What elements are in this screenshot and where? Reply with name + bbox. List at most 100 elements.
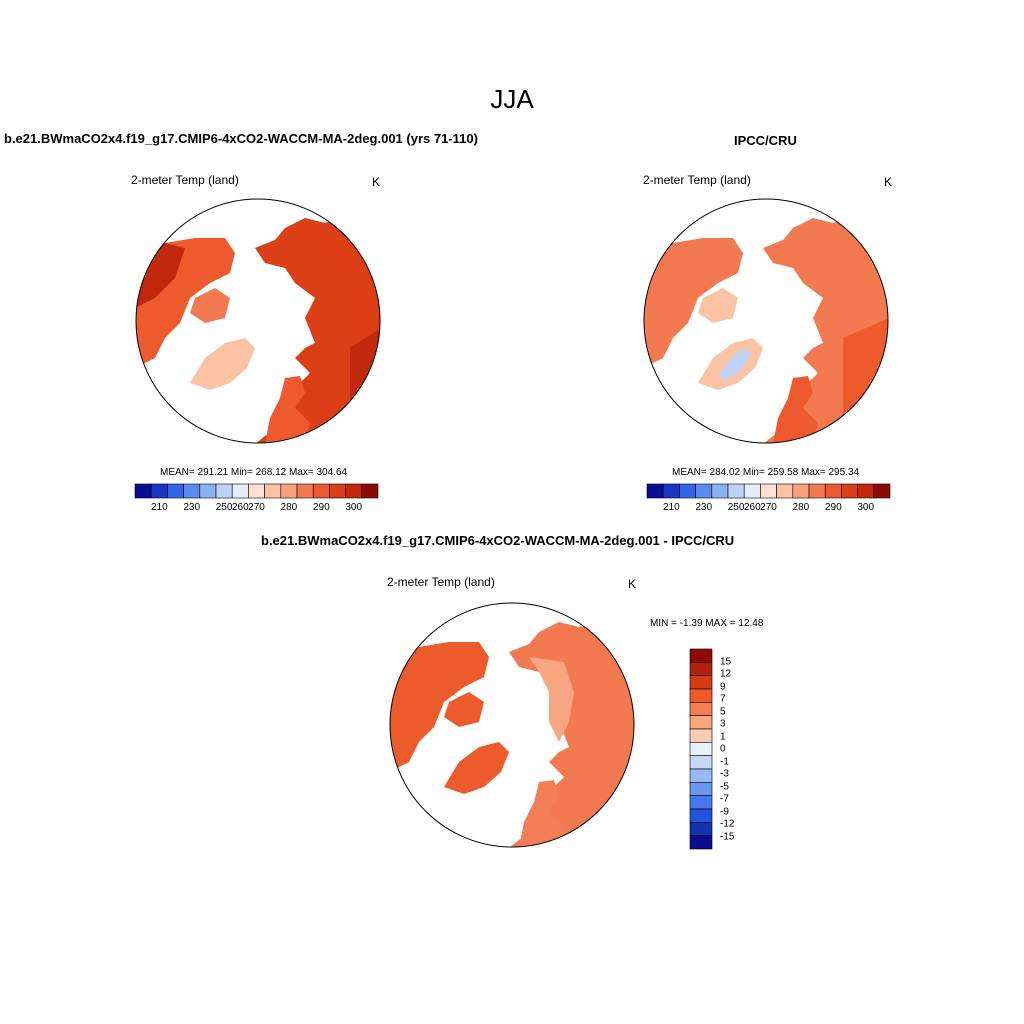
colorbar-swatch <box>264 483 282 499</box>
colorbar-swatch <box>689 742 713 756</box>
diff-units-label: K <box>628 577 637 591</box>
colorbar-swatch <box>689 795 713 810</box>
colorbar-swatch <box>689 768 713 783</box>
colorbar-tick-label: 280 <box>792 502 810 513</box>
colorbar-swatch <box>689 675 713 690</box>
colorbar-swatch <box>662 483 680 499</box>
colorbar-tick-label: -12 <box>720 818 735 830</box>
colorbar-swatch <box>361 483 379 499</box>
colorbar-tick-label: 300 <box>857 502 875 513</box>
model-colorbar-labels: 210 230 250 260 270 280 290 300 <box>135 502 378 516</box>
colorbar-swatch <box>280 483 298 499</box>
colorbar-tick-label: 300 <box>345 502 363 513</box>
colorbar-tick-label: 9 <box>720 681 726 692</box>
colorbar-swatch <box>215 483 233 499</box>
colorbar-tick-label: 7 <box>720 693 726 705</box>
colorbar-swatch <box>689 755 713 770</box>
colorbar-swatch <box>824 483 842 499</box>
colorbar-swatch <box>841 483 858 499</box>
diff-polar-map <box>389 602 635 848</box>
colorbar-swatch <box>345 483 363 499</box>
model-stats: MEAN= 291.21 Min= 268.12 Max= 304.64 <box>160 467 348 478</box>
colorbar-swatch <box>679 483 696 499</box>
diff-variable-label: 2-meter Temp (land) <box>387 575 495 589</box>
colorbar-swatch <box>689 702 713 716</box>
colorbar-tick-label: 12 <box>720 668 732 680</box>
model-colorbar <box>134 483 379 499</box>
obs-land-archipelago <box>698 288 738 323</box>
diff-land-europe <box>519 780 564 847</box>
colorbar-swatch <box>231 483 249 499</box>
colorbar-tick-label: -7 <box>720 793 729 805</box>
diff-colorbar <box>689 648 713 850</box>
colorbar-tick-label: 210 <box>662 502 680 513</box>
model-units-label: K <box>372 175 381 189</box>
obs-land-greenland-interior <box>718 348 751 380</box>
model-polar-map <box>135 198 381 444</box>
obs-colorbar <box>646 483 891 499</box>
colorbar-tick-label: 230 <box>695 502 713 513</box>
colorbar-tick-label: 270 <box>760 502 777 513</box>
colorbar-swatch <box>689 648 713 663</box>
colorbar-swatch <box>857 483 875 499</box>
colorbar-tick-label: 270 <box>248 502 265 513</box>
colorbar-swatch <box>760 483 777 499</box>
colorbar-tick-label: 15 <box>720 656 732 667</box>
colorbar-tick-label: 5 <box>720 706 726 717</box>
obs-colorbar-labels: 210 230 250 260 270 280 290 300 <box>647 502 890 516</box>
colorbar-tick-label: 260 <box>231 502 249 513</box>
diff-stats: MIN = -1.39 MAX = 12.48 <box>650 618 764 629</box>
colorbar-swatch <box>689 715 713 730</box>
colorbar-swatch <box>329 483 346 499</box>
colorbar-swatch <box>134 483 152 499</box>
colorbar-swatch <box>167 483 184 499</box>
colorbar-swatch <box>873 483 891 499</box>
colorbar-swatch <box>646 483 664 499</box>
colorbar-tick-label: 3 <box>720 718 726 730</box>
colorbar-swatch <box>689 662 713 676</box>
diff-colorbar-labels: 15 12 9 7 5 3 1 0 -1 -3 -5 -7 -9 -12 -15 <box>720 649 760 849</box>
colorbar-swatch <box>689 808 713 823</box>
colorbar-swatch <box>808 483 826 499</box>
colorbar-swatch <box>183 483 201 499</box>
diff-land-asia <box>509 622 634 847</box>
colorbar-tick-label: -5 <box>720 781 729 792</box>
colorbar-tick-label: -1 <box>720 756 729 767</box>
colorbar-tick-label: 210 <box>150 502 168 513</box>
colorbar-swatch <box>689 822 713 836</box>
colorbar-swatch <box>792 483 810 499</box>
colorbar-swatch <box>689 688 713 703</box>
colorbar-swatch <box>296 483 314 499</box>
colorbar-swatch <box>248 483 265 499</box>
diff-land-greenland <box>444 742 509 794</box>
colorbar-swatch <box>727 483 745 499</box>
colorbar-tick-label: 1 <box>720 731 726 742</box>
obs-land-europe <box>773 376 818 443</box>
colorbar-swatch <box>689 835 713 850</box>
figure-title: JJA <box>490 84 534 114</box>
obs-stats: MEAN= 284.02 Min= 259.58 Max= 295.34 <box>672 467 860 478</box>
obs-units-label: K <box>884 175 893 189</box>
obs-subtitle: IPCC/CRU <box>734 133 797 148</box>
obs-variable-label: 2-meter Temp (land) <box>643 173 751 187</box>
model-land-asia <box>255 218 380 443</box>
model-subtitle: b.e21.BWmaCO2x4.f19_g17.CMIP6-4xCO2-WACC… <box>4 131 478 146</box>
colorbar-tick-label: -3 <box>720 768 729 780</box>
colorbar-swatch <box>689 782 713 796</box>
obs-land-north-america <box>644 238 743 368</box>
diff-land-archipelago <box>444 692 484 727</box>
colorbar-tick-label: -9 <box>720 806 729 817</box>
colorbar-tick-label: 0 <box>720 743 726 755</box>
model-land-greenland <box>190 338 255 390</box>
model-variable-label: 2-meter Temp (land) <box>131 173 239 187</box>
colorbar-swatch <box>695 483 713 499</box>
colorbar-tick-label: 230 <box>183 502 201 513</box>
colorbar-swatch <box>150 483 168 499</box>
diff-land-north-america <box>390 642 489 772</box>
colorbar-swatch <box>776 483 794 499</box>
diff-land-siberia-coast <box>529 657 574 742</box>
colorbar-tick-label: 250 <box>215 502 233 513</box>
colorbar-swatch <box>199 483 217 499</box>
colorbar-swatch <box>711 483 729 499</box>
obs-polar-map <box>643 198 889 444</box>
